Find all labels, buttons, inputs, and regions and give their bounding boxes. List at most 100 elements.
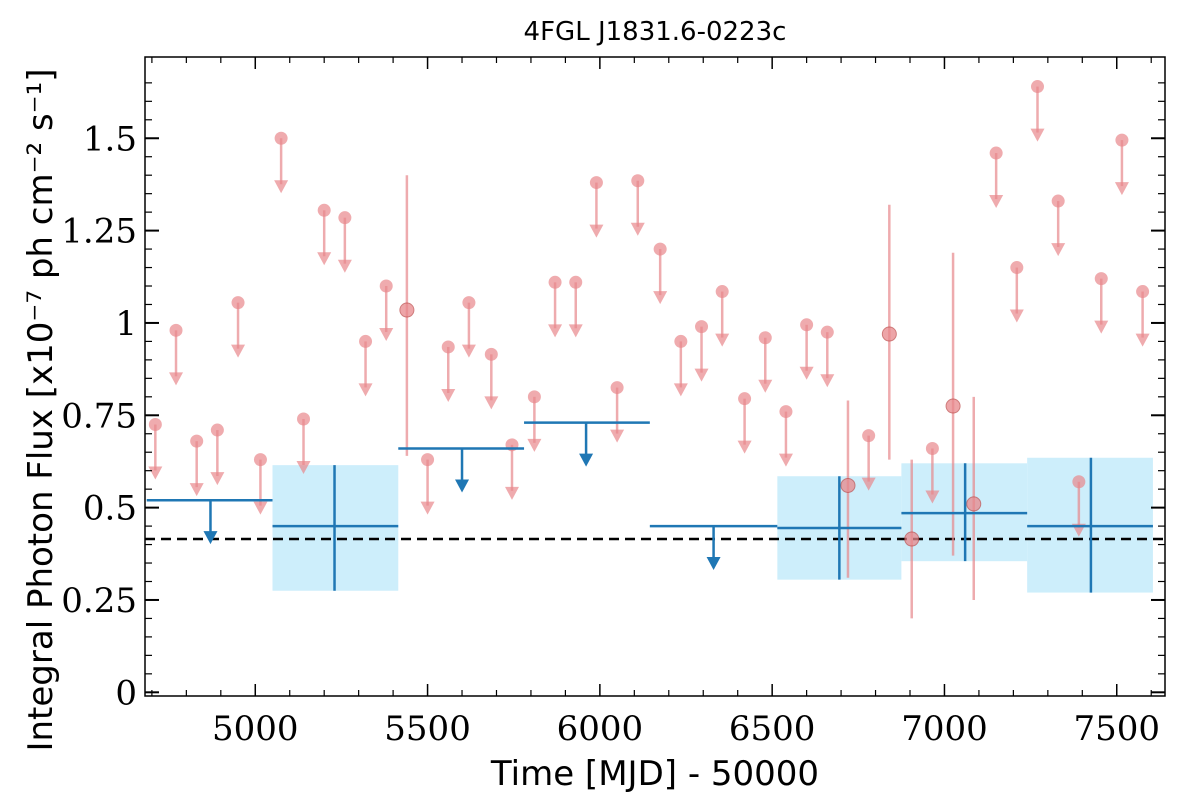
fine-upper-limit (148, 418, 163, 480)
fine-upper-limit-arrowhead (925, 490, 940, 504)
fine-upper-limit-marker (297, 412, 311, 426)
fine-upper-limit (548, 275, 563, 338)
fine-upper-limit-marker (1031, 80, 1044, 94)
fine-upper-limit-arrowhead (861, 477, 876, 491)
fine-upper-limit-marker (421, 453, 435, 467)
coarse-detection (272, 465, 399, 591)
fine-bin-layer (148, 80, 1150, 619)
fine-upper-limit-marker (379, 279, 393, 293)
x-tick-label: 6000 (557, 709, 644, 749)
x-tick-label: 7500 (1073, 709, 1160, 749)
fine-upper-limit-marker (758, 331, 772, 345)
coarse-upper-limit (146, 498, 273, 545)
x-tick-label: 5000 (212, 709, 299, 749)
fine-upper-limit-arrowhead (653, 291, 668, 305)
fine-upper-limit-marker (589, 176, 603, 190)
fine-upper-limit (694, 320, 709, 382)
fine-upper-limit (1009, 261, 1024, 323)
fine-upper-limit-marker (1010, 261, 1024, 275)
coarse-upper-limit-arrowhead (203, 531, 218, 545)
fine-upper-limit-arrowhead (1009, 309, 1024, 323)
fine-upper-limit-marker (1051, 194, 1065, 208)
fine-upper-limit-marker (359, 334, 373, 348)
coarse-upper-limit (398, 447, 525, 493)
fine-upper-limit-arrowhead (1030, 128, 1045, 142)
x-axis-label: Time [MJD] - 50000 (490, 754, 819, 794)
fine-upper-limit (379, 279, 394, 342)
fine-upper-limit-marker (1115, 133, 1129, 147)
fine-upper-limit (673, 334, 688, 397)
fine-detection-marker (881, 326, 897, 342)
fine-upper-limit (210, 423, 225, 486)
fine-upper-limit-arrowhead (337, 259, 352, 273)
fine-upper-limit-arrowhead (758, 379, 773, 393)
coarse-bin-layer (146, 421, 1153, 593)
fine-upper-limit-arrowhead (296, 460, 311, 474)
fine-upper-limit (1114, 133, 1129, 196)
fine-detection (945, 252, 961, 556)
fine-upper-limit-arrowhead (420, 501, 435, 515)
fine-upper-limit (1135, 285, 1150, 347)
y-tick-label: 1.25 (61, 212, 137, 252)
fine-upper-limit-arrowhead (820, 374, 835, 388)
fine-upper-limit (989, 146, 1004, 209)
fine-detection-marker (840, 477, 856, 493)
fine-upper-limit-arrowhead (441, 388, 456, 402)
fine-upper-limit-marker (548, 275, 562, 289)
fine-upper-limit-arrowhead (589, 224, 604, 238)
fine-upper-limit-arrowhead (461, 344, 476, 358)
fine-upper-limit-arrowhead (169, 372, 184, 386)
fine-upper-limit-marker (1136, 285, 1150, 299)
fine-upper-limit-marker (674, 334, 688, 348)
fine-upper-limit (1051, 194, 1066, 257)
coarse-detection (1027, 457, 1153, 593)
fine-upper-limit-arrowhead (778, 453, 793, 467)
fine-upper-limit-marker (210, 423, 224, 437)
fine-upper-limit-marker (527, 390, 541, 404)
fine-upper-limit-marker (148, 418, 162, 432)
axes: 5000 5500 6000 6500 7000 7500 0 0.25 0.5 0.75 1 1.2… (61, 56, 1166, 749)
fine-upper-limit-marker (190, 434, 204, 448)
fine-upper-limit-arrowhead (210, 472, 225, 486)
fine-upper-limit-marker (779, 405, 793, 419)
fine-upper-limit (296, 412, 311, 474)
fine-upper-limit-marker (862, 429, 876, 443)
x-tick-label: 6500 (729, 709, 816, 749)
fine-upper-limit-marker (800, 318, 814, 332)
fine-upper-limit (420, 453, 435, 515)
fine-upper-limit-marker (274, 131, 288, 145)
coarse-upper-limit (524, 421, 650, 467)
y-axis-label: Integral Photon Flux [x10⁻⁷ ph cm⁻² s⁻¹] (21, 68, 61, 751)
fine-upper-limit-arrowhead (317, 252, 332, 266)
fine-upper-limit-marker (989, 146, 1003, 160)
fine-upper-limit-marker (653, 242, 667, 256)
fine-upper-limit-marker (317, 203, 331, 217)
coarse-upper-limit (649, 524, 778, 571)
y-tick-label: 0.5 (83, 489, 137, 529)
fine-upper-limit-marker (820, 325, 834, 339)
fine-upper-limit (527, 390, 542, 452)
fine-upper-limit-arrowhead (189, 483, 204, 497)
fine-upper-limit (737, 392, 752, 454)
fine-detection (881, 204, 897, 460)
fine-upper-limit (231, 296, 246, 358)
fine-upper-limit-arrowhead (630, 222, 645, 236)
fine-upper-limit-arrowhead (379, 328, 394, 342)
coarse-upper-limit-arrowhead (579, 453, 594, 467)
y-tick-label: 0.75 (61, 396, 137, 436)
fine-detection-marker (945, 398, 961, 414)
fine-upper-limit (484, 347, 499, 410)
coarse-upper-limit-arrowhead (455, 479, 470, 493)
fine-upper-limit-marker (631, 174, 645, 188)
fine-upper-limit-arrowhead (148, 466, 163, 480)
fine-upper-limit-arrowhead (610, 429, 625, 443)
fine-upper-limit-arrowhead (504, 486, 519, 500)
fine-detection-marker (399, 302, 415, 318)
fine-upper-limit-marker (695, 320, 709, 334)
fine-upper-limit-arrowhead (568, 324, 583, 338)
fine-upper-limit-arrowhead (548, 324, 563, 338)
y-tick-label: 0.25 (61, 581, 137, 621)
fine-upper-limit (925, 442, 940, 504)
fine-upper-limit (610, 381, 625, 443)
fine-upper-limit (799, 318, 814, 380)
